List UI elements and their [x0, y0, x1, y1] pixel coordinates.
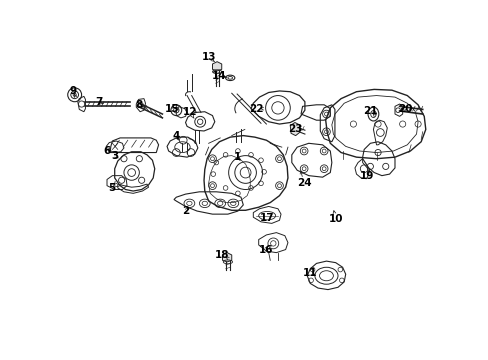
Text: 2: 2 [182, 206, 189, 216]
Text: 1: 1 [234, 152, 241, 162]
Text: 21: 21 [363, 106, 377, 116]
Polygon shape [222, 253, 231, 262]
Text: 16: 16 [258, 244, 272, 255]
Text: 23: 23 [287, 125, 302, 134]
Text: 17: 17 [259, 213, 274, 223]
Text: 4: 4 [172, 131, 180, 141]
Polygon shape [212, 62, 221, 71]
Text: 8: 8 [136, 100, 142, 110]
Text: 13: 13 [201, 52, 216, 62]
Text: 6: 6 [103, 146, 110, 156]
Text: 15: 15 [164, 104, 179, 114]
Text: 22: 22 [248, 104, 263, 114]
Polygon shape [290, 122, 299, 136]
Text: 5: 5 [108, 183, 115, 193]
Text: 7: 7 [96, 98, 103, 108]
Text: 24: 24 [296, 178, 311, 188]
Text: 9: 9 [69, 86, 77, 96]
Text: 11: 11 [303, 268, 317, 278]
Text: 12: 12 [183, 108, 197, 117]
Text: 10: 10 [328, 214, 342, 224]
Text: 14: 14 [212, 71, 226, 81]
Text: 20: 20 [398, 104, 412, 114]
Text: 19: 19 [359, 171, 374, 181]
Text: 3: 3 [111, 150, 118, 161]
Text: 18: 18 [215, 250, 229, 260]
